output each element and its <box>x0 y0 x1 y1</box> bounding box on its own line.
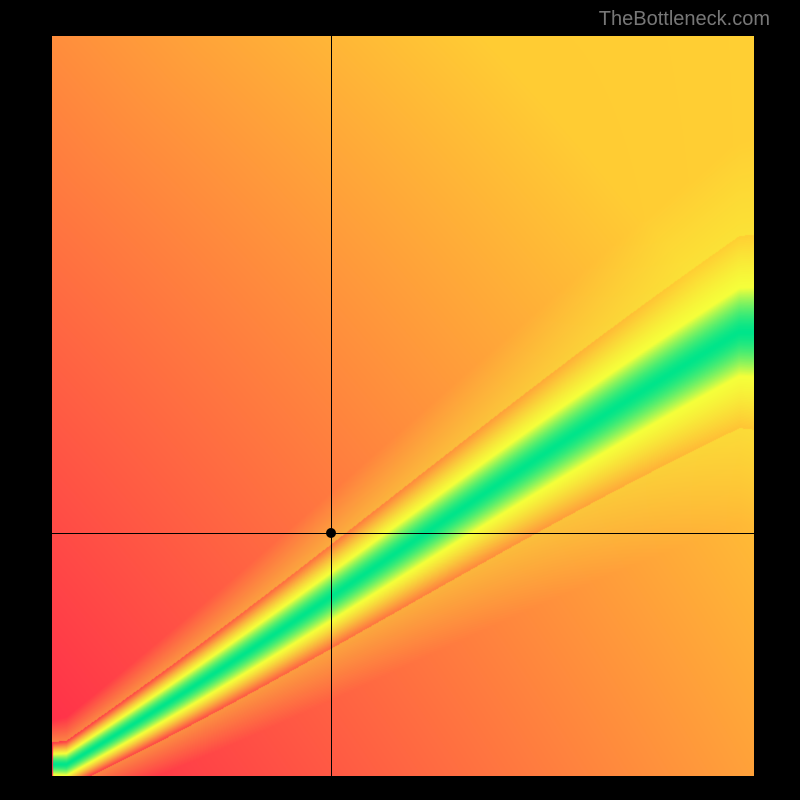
crosshair-horizontal <box>52 533 754 534</box>
crosshair-vertical <box>331 36 332 776</box>
bottleneck-heatmap <box>52 36 754 776</box>
heatmap-canvas <box>52 36 754 776</box>
attribution-text: TheBottleneck.com <box>599 8 770 31</box>
crosshair-marker <box>326 528 336 538</box>
